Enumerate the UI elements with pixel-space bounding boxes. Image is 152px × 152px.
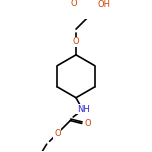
Text: OH: OH (97, 0, 110, 9)
Text: O: O (54, 129, 61, 138)
Text: O: O (73, 38, 79, 47)
Text: O: O (84, 119, 91, 128)
Text: NH: NH (77, 105, 90, 114)
Text: O: O (71, 0, 77, 8)
